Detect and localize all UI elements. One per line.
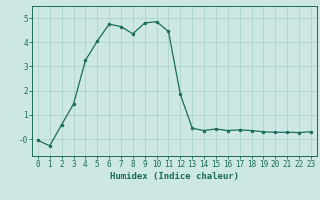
- X-axis label: Humidex (Indice chaleur): Humidex (Indice chaleur): [110, 172, 239, 181]
